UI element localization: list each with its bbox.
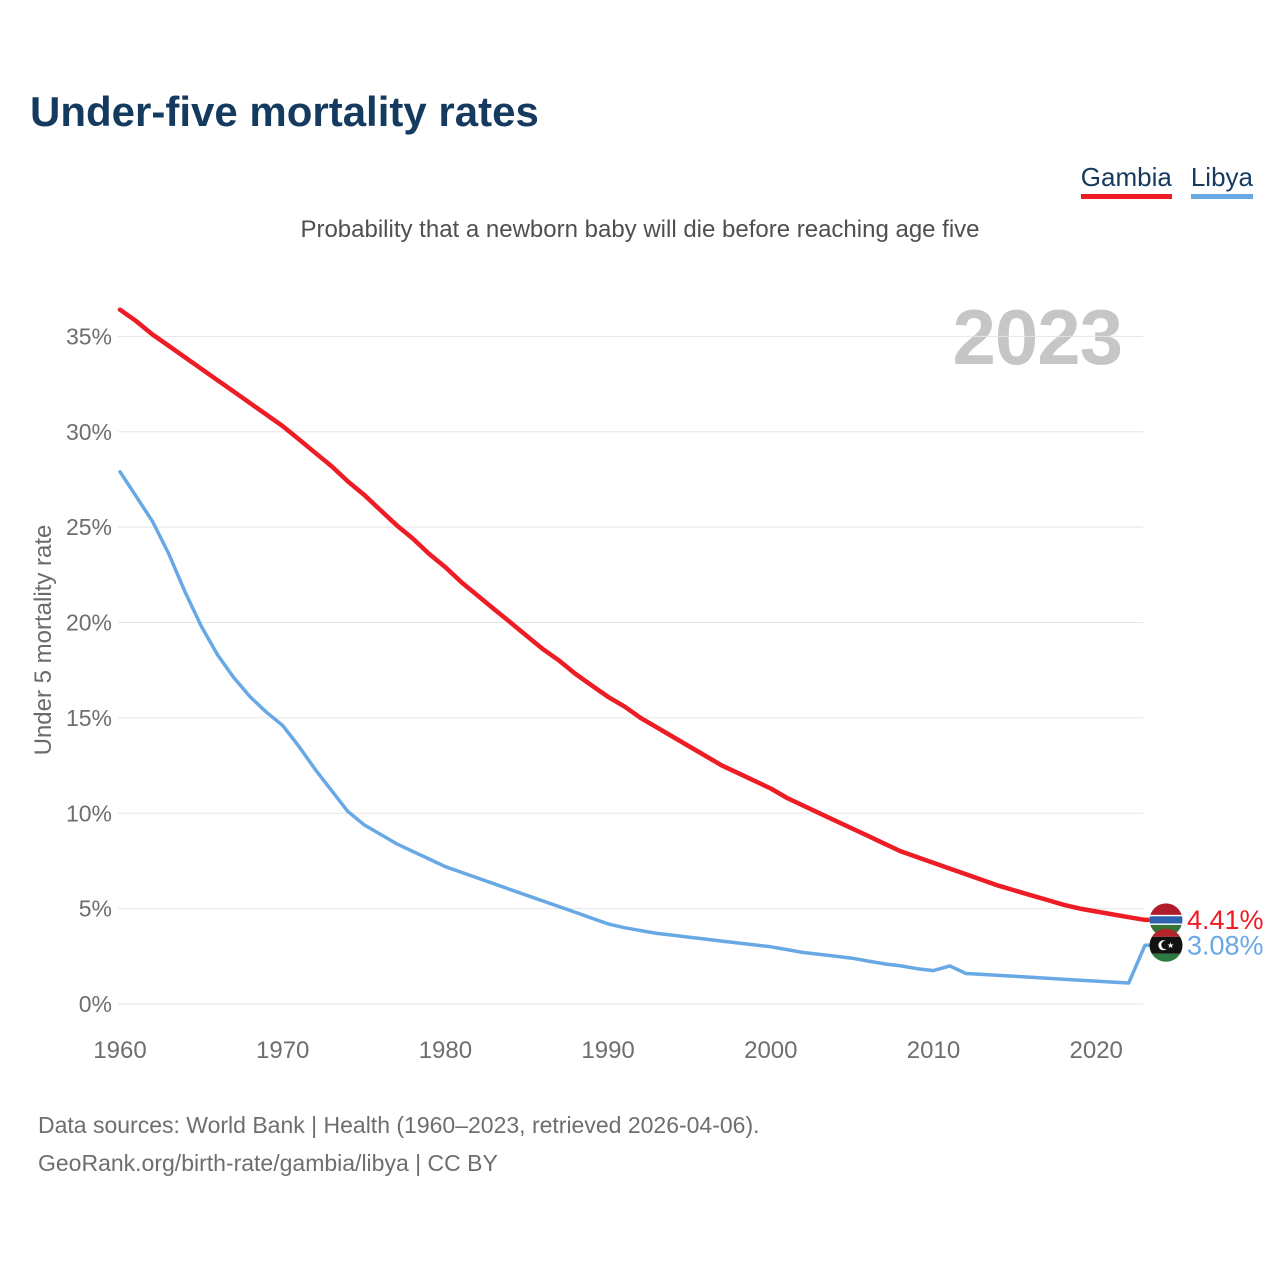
footer-attribution-line: GeoRank.org/birth-rate/gambia/libya | CC… xyxy=(38,1150,498,1176)
legend: Gambia Libya xyxy=(1080,163,1253,199)
y-tick-label: 5% xyxy=(79,896,112,922)
year-watermark: 2023 xyxy=(952,293,1123,381)
x-tick-label: 1970 xyxy=(256,1037,309,1064)
y-tick-label: 35% xyxy=(66,323,112,349)
libya-end-value-label: 3.08% xyxy=(1187,930,1264,960)
footer-source-line: Data sources: World Bank | Health (1960–… xyxy=(38,1112,760,1138)
y-tick-label: 30% xyxy=(66,419,112,445)
x-tick-label: 2010 xyxy=(907,1037,960,1064)
legend-item-libya[interactable]: Libya xyxy=(1190,163,1253,199)
x-tick-label: 2000 xyxy=(744,1037,797,1064)
y-tick-label: 20% xyxy=(66,610,112,636)
gridlines xyxy=(118,335,1143,1005)
x-tick-label: 1960 xyxy=(93,1037,146,1064)
y-tick-label: 10% xyxy=(66,800,112,826)
footer: Data sources: World Bank | Health (1960–… xyxy=(38,1106,760,1182)
y-tick-label: 25% xyxy=(66,514,112,540)
svg-text:★: ★ xyxy=(1167,941,1174,950)
y-tick-label: 0% xyxy=(79,991,112,1017)
page-title: Under-five mortality rates xyxy=(30,88,539,135)
x-tick-label: 2020 xyxy=(1070,1037,1123,1064)
y-tick-label: 15% xyxy=(66,705,112,731)
libya-flag-icon: ★ xyxy=(1149,928,1183,962)
x-tick-label: 1990 xyxy=(581,1037,634,1064)
libya-line xyxy=(118,470,1151,985)
gambia-line xyxy=(117,307,1152,923)
x-tick-labels: 1960 1970 1980 1990 2000 2010 2020 xyxy=(93,1037,1123,1064)
chart-subtitle: Probability that a newborn baby will die… xyxy=(300,216,980,243)
gambia-end-value-label: 4.41% xyxy=(1187,905,1264,935)
legend-item-gambia[interactable]: Gambia xyxy=(1080,163,1172,199)
y-tick-labels: 0% 5% 10% 15% 20% 25% 30% 35% xyxy=(66,323,112,1017)
x-tick-label: 1980 xyxy=(419,1037,472,1064)
series-lines xyxy=(117,307,1152,985)
